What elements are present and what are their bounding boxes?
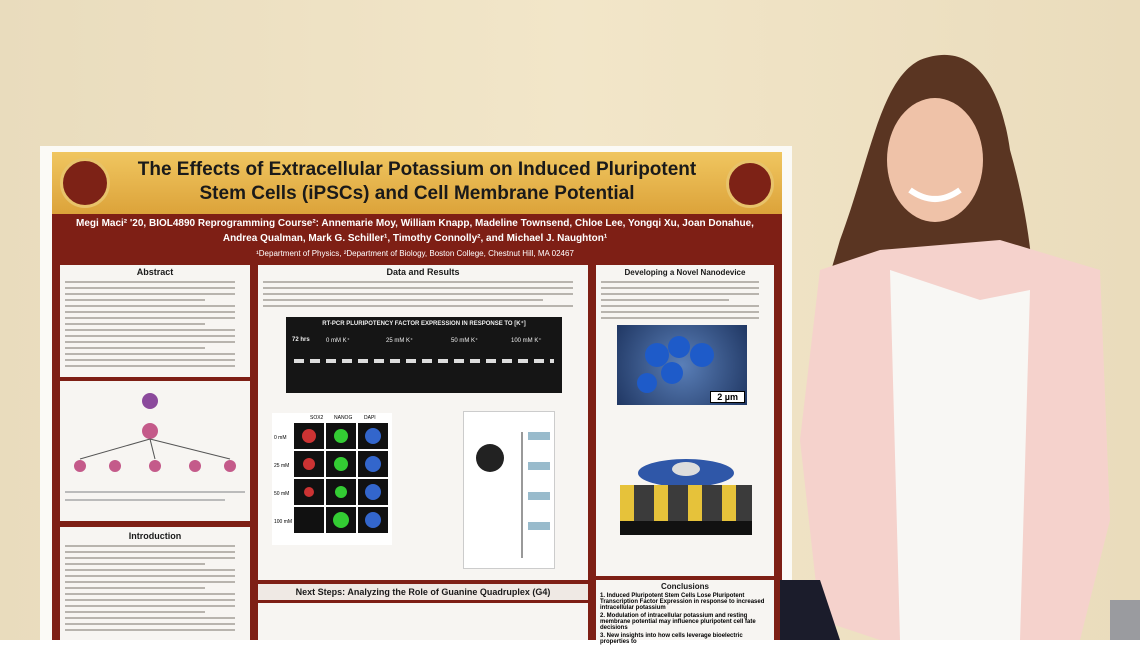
text-line — [65, 293, 235, 295]
text-line — [65, 323, 205, 325]
text-line — [65, 341, 235, 343]
poster-header: The Effects of Extracellular Potassium o… — [52, 152, 782, 214]
sem-image: 2 µm — [617, 325, 747, 405]
text-line — [65, 629, 235, 631]
text-line — [263, 281, 573, 283]
gel-title: RT-PCR PLURIPOTENCY FACTOR EXPRESSION IN… — [322, 321, 526, 327]
gel-image: RT-PCR PLURIPOTENCY FACTOR EXPRESSION IN… — [286, 317, 562, 393]
row-label: 50 mM — [274, 491, 290, 497]
row-label: 25 mM — [274, 463, 290, 469]
affiliations: ¹Department of Physics, ²Department of B… — [256, 249, 574, 258]
section-heading: Developing a Novel Nanodevice — [624, 268, 746, 277]
text-line — [65, 611, 205, 613]
authors: Megi Maci² '20, BIOL4890 Reprogramming C… — [76, 218, 754, 229]
conclusions-panel: Conclusions 1. Induced Pluripotent Stem … — [596, 580, 774, 645]
cells — [637, 336, 714, 393]
text-line — [65, 335, 235, 337]
text-line — [65, 581, 235, 583]
text-line — [65, 575, 235, 577]
conclusion-item: 2. Modulation of intracellular potassium… — [600, 613, 756, 631]
section-heading: Abstract — [136, 267, 174, 277]
if-figure: SOX2 NANOG DAPI 0 mM 25 mM 50 mM 100 mM — [272, 413, 392, 545]
text-line — [65, 551, 235, 553]
scale-bar: 2 µm — [710, 391, 745, 403]
text-line — [65, 287, 235, 289]
text-line — [601, 293, 759, 295]
gel-bands — [294, 359, 554, 363]
figure-panel — [60, 381, 250, 521]
text-line — [65, 347, 205, 349]
text-line — [65, 617, 235, 619]
circuit — [476, 432, 550, 558]
row-label: 100 mM — [274, 519, 293, 525]
col-label: DAPI — [364, 415, 376, 421]
title-line: The Effects of Extracellular Potassium o… — [137, 159, 697, 180]
if-grid — [294, 423, 388, 533]
text-line — [263, 293, 573, 295]
col-label: NANOG — [334, 415, 353, 421]
text-line — [65, 545, 235, 547]
floor — [1110, 600, 1140, 640]
device-illustration — [620, 459, 752, 535]
logo — [60, 158, 110, 208]
section-heading: Conclusions — [660, 582, 709, 591]
conclusion-item: 3. New insights into how cells leverage … — [600, 633, 743, 645]
section-heading: Introduction — [128, 531, 182, 541]
nanodevice-panel: Developing a Novel Nanodevice 2 µm — [596, 265, 774, 576]
col-label: SOX2 — [310, 415, 324, 421]
gel-label: 50 mM K⁺ — [451, 338, 479, 344]
gel-label: 72 hrs — [292, 337, 310, 343]
text-line — [601, 311, 759, 313]
introduction-panel: Introduction — [60, 527, 250, 640]
poster-title: The Effects of Extracellular Potassium o… — [112, 158, 722, 206]
text-line — [601, 281, 759, 283]
title-line: Stem Cells (iPSCs) and Cell Membrane Pot… — [199, 183, 635, 204]
person — [780, 54, 1110, 640]
text-line — [65, 563, 205, 565]
text-line — [65, 353, 235, 355]
text-line — [601, 299, 729, 301]
text-line — [65, 623, 235, 625]
text-line — [65, 587, 205, 589]
text-line — [263, 299, 543, 301]
text-line — [65, 311, 235, 313]
gel-label: 0 mM K⁺ — [326, 338, 350, 344]
text-line — [65, 593, 235, 595]
next-steps-panel — [258, 603, 588, 640]
text-line — [263, 287, 573, 289]
text-line — [65, 299, 205, 301]
text-line — [65, 305, 235, 307]
text-line — [263, 305, 573, 307]
gel-label: 25 mM K⁺ — [386, 338, 414, 344]
abstract-panel: Abstract — [60, 265, 250, 377]
conclusion-item: 1. Induced Pluripotent Stem Cells Lose P… — [600, 593, 765, 611]
next-steps-bar: Next Steps: Analyzing the Role of Guanin… — [258, 584, 588, 600]
results-panel: Data and Results RT-PCR PLURIPOTENCY FAC… — [258, 265, 588, 580]
text-line — [65, 281, 235, 283]
gel-label: 100 mM K⁺ — [511, 338, 542, 344]
text-line — [65, 557, 235, 559]
text-line — [65, 599, 235, 601]
author-block: Megi Maci² '20, BIOL4890 Reprogramming C… — [60, 216, 770, 261]
text-line — [601, 305, 759, 307]
text-line — [65, 605, 235, 607]
text-line — [65, 365, 235, 367]
text-line — [601, 287, 759, 289]
logo — [726, 160, 774, 208]
text-line — [65, 317, 235, 319]
text-line — [65, 359, 235, 361]
text-line — [601, 317, 759, 319]
authors: Andrea Qualman, Mark G. Schiller¹, Timot… — [222, 233, 608, 244]
section-heading: Data and Results — [386, 267, 460, 277]
text-line — [65, 569, 235, 571]
row-label: 0 mM — [274, 435, 287, 441]
text-line — [65, 329, 235, 331]
section-heading: Next Steps: Analyzing the Role of Guanin… — [295, 587, 551, 597]
circuit-figure — [463, 411, 555, 569]
diagram — [65, 393, 245, 501]
